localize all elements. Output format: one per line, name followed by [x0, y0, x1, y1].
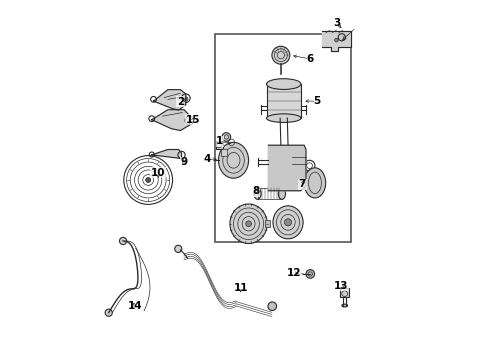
Ellipse shape [304, 168, 326, 198]
Polygon shape [153, 90, 186, 110]
Bar [216, 141, 223, 149]
Ellipse shape [219, 142, 248, 178]
Bar [341, 288, 349, 297]
Circle shape [335, 39, 338, 42]
Circle shape [175, 245, 182, 252]
Circle shape [184, 97, 188, 101]
Polygon shape [152, 110, 190, 131]
Ellipse shape [230, 204, 267, 243]
Circle shape [268, 302, 276, 311]
Text: 4: 4 [204, 154, 211, 164]
Ellipse shape [267, 114, 301, 122]
Polygon shape [152, 149, 181, 158]
Text: 12: 12 [287, 268, 302, 278]
Text: 15: 15 [186, 115, 200, 125]
Bar [265, 220, 270, 226]
Ellipse shape [278, 188, 286, 199]
Circle shape [306, 270, 315, 278]
Circle shape [146, 177, 151, 183]
Circle shape [105, 309, 112, 316]
Ellipse shape [342, 304, 347, 307]
Bar [258, 188, 282, 199]
Text: 8: 8 [252, 186, 259, 197]
Text: 5: 5 [313, 96, 320, 106]
Text: 3: 3 [333, 18, 340, 28]
Text: 9: 9 [180, 157, 188, 167]
Text: 6: 6 [306, 54, 313, 64]
Text: 13: 13 [334, 281, 348, 291]
Polygon shape [269, 145, 306, 191]
Text: 7: 7 [299, 179, 306, 189]
Circle shape [120, 237, 126, 244]
Circle shape [272, 46, 290, 64]
Text: 10: 10 [151, 168, 166, 178]
Circle shape [222, 133, 231, 141]
Ellipse shape [285, 219, 292, 226]
Text: 14: 14 [128, 301, 143, 311]
Bar [267, 84, 301, 118]
Text: 1: 1 [216, 136, 223, 146]
Text: 2: 2 [177, 97, 184, 107]
Ellipse shape [273, 206, 303, 239]
Bar [215, 34, 351, 242]
Ellipse shape [254, 188, 261, 199]
Ellipse shape [245, 221, 251, 226]
Text: 11: 11 [233, 283, 248, 293]
Polygon shape [322, 31, 351, 51]
Ellipse shape [267, 79, 301, 89]
Bar [221, 149, 227, 156]
